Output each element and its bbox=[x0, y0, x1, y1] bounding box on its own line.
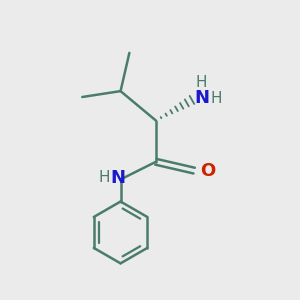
Text: H: H bbox=[196, 75, 207, 90]
Text: H: H bbox=[99, 170, 110, 185]
Text: N: N bbox=[110, 169, 125, 187]
Text: O: O bbox=[200, 162, 215, 180]
Text: H: H bbox=[211, 91, 222, 106]
Text: N: N bbox=[194, 89, 209, 107]
